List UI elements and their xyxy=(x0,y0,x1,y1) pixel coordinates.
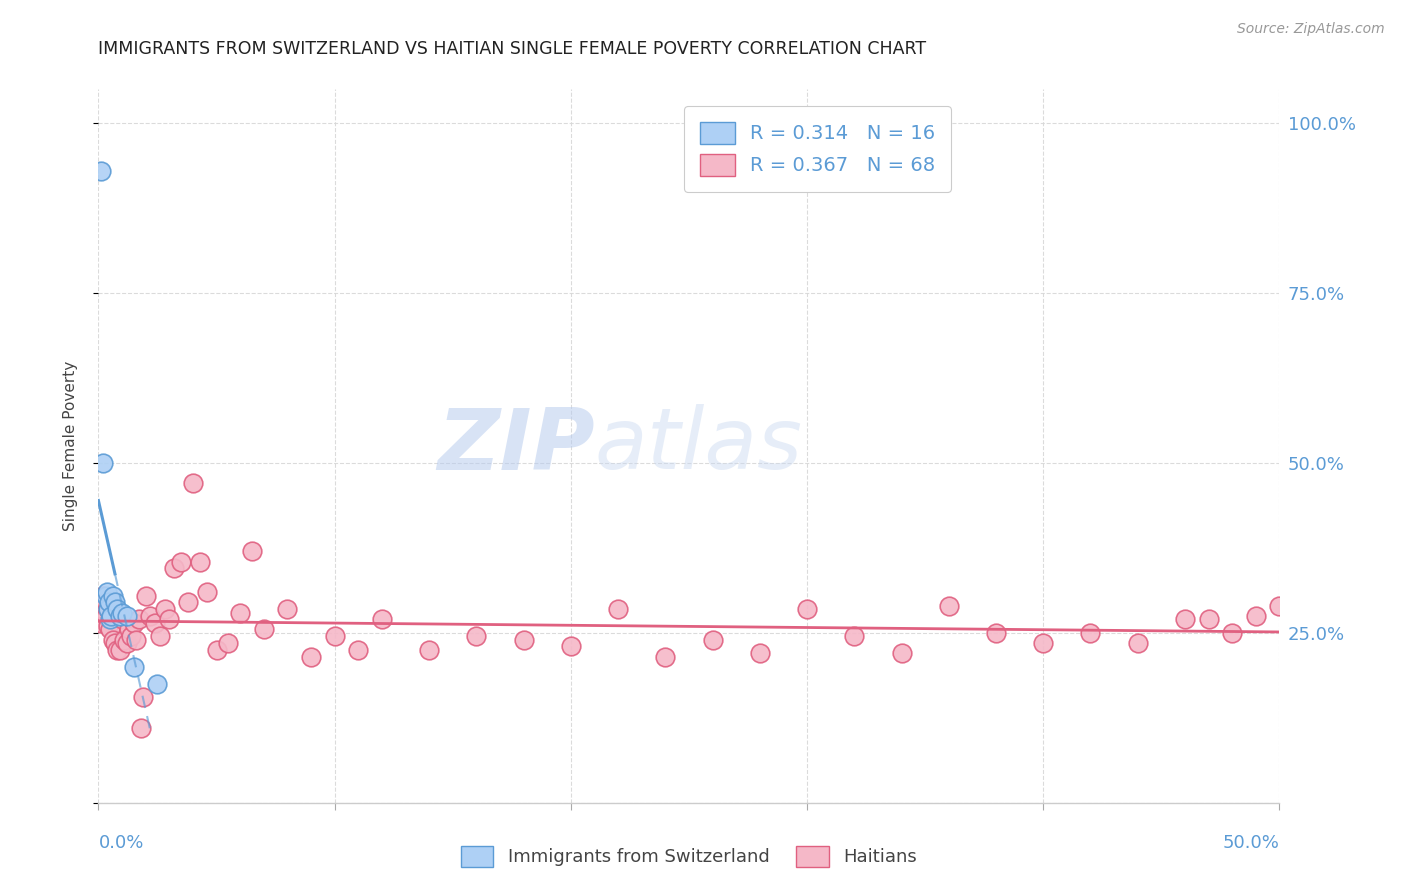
Point xyxy=(129,721,152,735)
Point xyxy=(104,636,127,650)
Point xyxy=(195,585,218,599)
Text: atlas: atlas xyxy=(595,404,803,488)
Point xyxy=(1198,612,1220,626)
Point xyxy=(101,632,124,647)
Legend: Immigrants from Switzerland, Haitians: Immigrants from Switzerland, Haitians xyxy=(451,837,927,876)
Point xyxy=(90,615,112,630)
Point xyxy=(181,476,204,491)
Point xyxy=(98,623,121,637)
Point xyxy=(135,589,157,603)
Point xyxy=(205,643,228,657)
Point xyxy=(101,606,124,620)
Point xyxy=(347,643,370,657)
Point xyxy=(105,608,128,623)
Point xyxy=(465,629,488,643)
Point xyxy=(97,602,120,616)
Point xyxy=(115,608,138,623)
Point xyxy=(97,602,120,616)
Text: ZIP: ZIP xyxy=(437,404,595,488)
Point xyxy=(108,608,131,623)
Point xyxy=(1244,608,1267,623)
Point xyxy=(229,606,252,620)
Point xyxy=(143,615,166,630)
Point xyxy=(512,632,534,647)
Point xyxy=(1220,626,1243,640)
Point xyxy=(90,163,112,178)
Point xyxy=(240,544,263,558)
Point xyxy=(91,602,114,616)
Point xyxy=(94,595,117,609)
Point xyxy=(253,623,276,637)
Point xyxy=(149,629,172,643)
Point xyxy=(101,589,124,603)
Point xyxy=(104,595,127,609)
Point xyxy=(100,608,122,623)
Point xyxy=(890,646,912,660)
Point xyxy=(111,606,134,620)
Point xyxy=(299,649,322,664)
Point xyxy=(125,632,148,647)
Point xyxy=(128,612,150,626)
Point xyxy=(98,595,121,609)
Point xyxy=(94,589,117,603)
Point xyxy=(91,456,114,470)
Point xyxy=(607,602,630,616)
Point xyxy=(938,599,960,613)
Point xyxy=(1126,636,1149,650)
Point xyxy=(560,640,582,654)
Point xyxy=(96,585,118,599)
Point xyxy=(94,608,117,623)
Point xyxy=(276,602,298,616)
Text: 50.0%: 50.0% xyxy=(1223,834,1279,852)
Point xyxy=(122,660,145,674)
Point xyxy=(1032,636,1054,650)
Point xyxy=(418,643,440,657)
Point xyxy=(1080,626,1102,640)
Point xyxy=(111,612,134,626)
Point xyxy=(118,623,141,637)
Point xyxy=(170,555,193,569)
Point xyxy=(177,595,200,609)
Point xyxy=(217,636,239,650)
Point xyxy=(115,636,138,650)
Point xyxy=(748,646,770,660)
Point xyxy=(105,643,128,657)
Point xyxy=(163,561,186,575)
Point xyxy=(108,643,131,657)
Point xyxy=(1174,612,1197,626)
Text: IMMIGRANTS FROM SWITZERLAND VS HAITIAN SINGLE FEMALE POVERTY CORRELATION CHART: IMMIGRANTS FROM SWITZERLAND VS HAITIAN S… xyxy=(98,40,927,58)
Text: Source: ZipAtlas.com: Source: ZipAtlas.com xyxy=(1237,22,1385,37)
Text: 0.0%: 0.0% xyxy=(98,834,143,852)
Point xyxy=(844,629,866,643)
Point xyxy=(796,602,818,616)
Point xyxy=(112,632,135,647)
Point xyxy=(122,615,145,630)
Point xyxy=(153,602,176,616)
Point xyxy=(323,629,346,643)
Point xyxy=(121,629,143,643)
Point xyxy=(654,649,676,664)
Point xyxy=(132,690,155,705)
Point xyxy=(91,589,114,603)
Point xyxy=(188,555,211,569)
Point xyxy=(139,608,162,623)
Point xyxy=(146,677,169,691)
Y-axis label: Single Female Poverty: Single Female Poverty xyxy=(63,361,77,531)
Point xyxy=(702,632,724,647)
Point xyxy=(98,612,121,626)
Point xyxy=(984,626,1007,640)
Point xyxy=(97,619,120,633)
Point xyxy=(98,595,121,609)
Point xyxy=(157,612,180,626)
Point xyxy=(105,602,128,616)
Point xyxy=(1268,599,1291,613)
Point xyxy=(371,612,394,626)
